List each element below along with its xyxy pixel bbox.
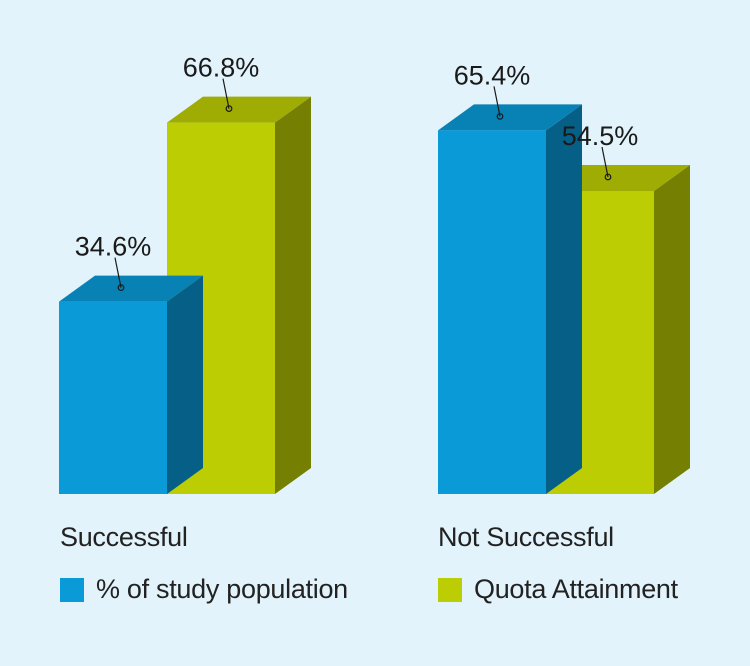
legend-swatch-study-population [60, 577, 84, 602]
bar-side-not-successful-of-study-population [546, 104, 582, 494]
leader-line-not-successful-of-study-population [493, 86, 501, 117]
bar-successful-of-study-population [59, 301, 167, 494]
category-label-not-successful: Not Successful [438, 522, 614, 552]
legend-label-study-population: % of study population [96, 574, 348, 604]
legend-label-quota-attainment: Quota Attainment [474, 574, 678, 604]
leader-dot-successful-of-study-population [117, 284, 125, 292]
value-label-not-successful-of-study-population: 65.4% [454, 60, 531, 90]
bar-not-successful-of-study-population [438, 130, 546, 494]
bar-side-successful-quota-attainment [275, 96, 311, 494]
legend-item-study-population: % of study population [60, 574, 348, 605]
leader-line-successful-of-study-population [114, 257, 122, 288]
bar-top-not-successful-of-study-population [438, 104, 582, 131]
leader-dot-not-successful-quota-attainment [604, 173, 612, 181]
bar-side-not-successful-quota-attainment [654, 164, 690, 495]
bar-side-successful-of-study-population [167, 275, 203, 494]
value-label-successful-quota-attainment: 66.8% [183, 53, 260, 83]
legend-swatch-quota-attainment [438, 577, 462, 602]
bar-top-successful-quota-attainment [167, 96, 311, 123]
value-label-not-successful-quota-attainment: 54.5% [562, 121, 639, 151]
leader-line-not-successful-quota-attainment [601, 146, 609, 178]
category-label-successful: Successful [60, 522, 188, 552]
legend-item-quota-attainment: Quota Attainment [438, 574, 678, 605]
leader-line-successful-quota-attainment [222, 78, 230, 109]
leader-dot-not-successful-of-study-population [496, 112, 504, 120]
value-label-successful-of-study-population: 34.6% [75, 232, 152, 262]
leader-dot-successful-quota-attainment [225, 105, 233, 112]
bar-top-successful-of-study-population [59, 275, 203, 302]
